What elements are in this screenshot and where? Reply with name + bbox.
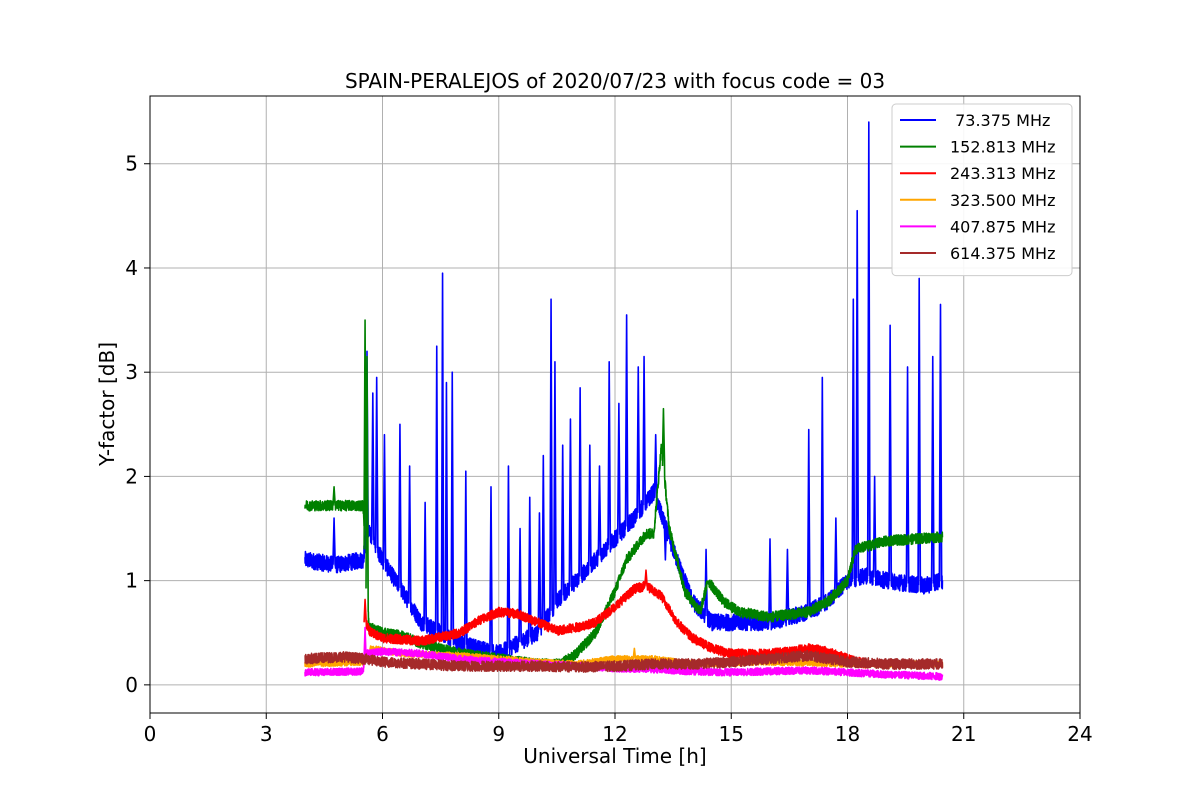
y-tick-label: 2 <box>125 464 138 488</box>
series-line-0 <box>304 121 944 662</box>
y-tick-label: 3 <box>125 360 138 384</box>
x-tick-label: 12 <box>602 722 627 746</box>
x-tick-label: 6 <box>376 722 389 746</box>
x-tick-label: 9 <box>492 722 505 746</box>
legend-label: 152.813 MHz <box>950 138 1055 157</box>
legend-label: 407.875 MHz <box>950 217 1055 236</box>
y-axis: 0 1 2 3 4 5 <box>125 152 150 697</box>
x-tick-label: 3 <box>260 722 273 746</box>
legend-label: 323.500 MHz <box>950 191 1055 210</box>
legend-label: 73.375 MHz <box>950 111 1050 130</box>
x-tick-label: 18 <box>835 722 860 746</box>
y-axis-label: Y-factor [dB] <box>95 342 119 467</box>
x-tick-label: 0 <box>144 722 157 746</box>
x-tick-label: 24 <box>1067 722 1092 746</box>
legend-label: 243.313 MHz <box>950 164 1055 183</box>
chart-title: SPAIN-PERALEJOS of 2020/07/23 with focus… <box>345 69 885 93</box>
y-tick-label: 0 <box>125 673 138 697</box>
x-axis-label: Universal Time [h] <box>523 744 706 768</box>
y-tick-label: 4 <box>125 256 138 280</box>
series-line-1 <box>304 319 944 670</box>
x-tick-label: 15 <box>719 722 744 746</box>
legend: 73.375 MHz 152.813 MHz 243.313 MHz 323.500 … <box>891 103 1073 277</box>
y-tick-label: 1 <box>125 569 138 593</box>
x-axis: 0 3 6 9 12 15 18 21 24 <box>144 713 1093 746</box>
y-tick-label: 5 <box>125 152 138 176</box>
series-layer <box>304 121 944 681</box>
x-tick-label: 21 <box>951 722 976 746</box>
legend-box <box>891 103 1073 277</box>
legend-label: 614.375 MHz <box>950 244 1055 263</box>
series-line-5 <box>304 649 944 673</box>
